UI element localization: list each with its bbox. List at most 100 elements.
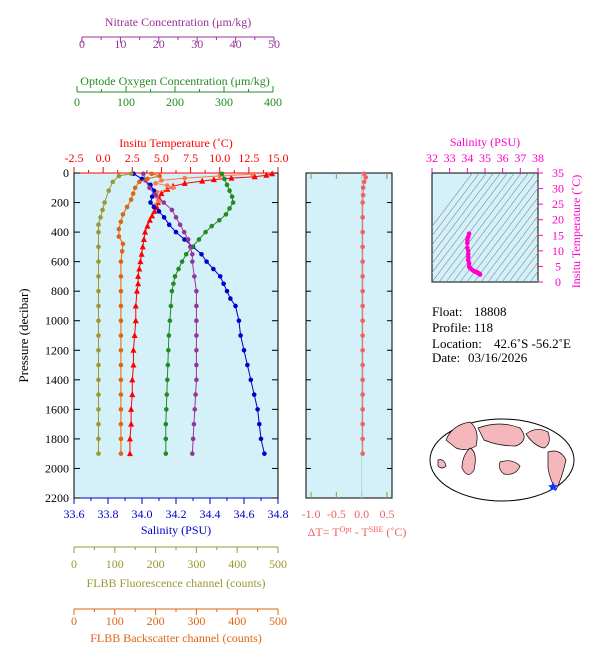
fluorescence-point [96, 362, 101, 368]
backscatter-tick-label: 500 [269, 614, 287, 628]
info-date-value: 03/16/2026 [468, 350, 528, 365]
backscatter-point [118, 259, 124, 264]
ts-density-contour [432, 173, 487, 246]
oxygen-point [217, 217, 222, 223]
ts-temperature-tick-label: 15 [552, 228, 564, 242]
fluorescence-point [116, 173, 122, 179]
dt-point [360, 347, 365, 353]
pressure-tick-label: 600 [51, 255, 69, 269]
ts-temperature-tick-label: 0 [555, 275, 561, 289]
salinity-point [182, 237, 187, 242]
fluorescence-point [96, 347, 101, 353]
pressure-axis-label: Pressure (decibar) [16, 288, 31, 382]
backscatter-point [118, 347, 124, 353]
backscatter-point [119, 248, 125, 254]
temperature-tick-label: 10.0 [209, 151, 230, 165]
ts-density-contour [445, 173, 529, 282]
fluorescence-point [96, 407, 101, 412]
fluorescence-point [102, 200, 107, 205]
oxygen-point [227, 188, 232, 194]
nitrate-axis-label: Nitrate Concentration (μm/kg) [105, 15, 251, 29]
backscatter-point [120, 241, 126, 247]
ptemp_raw-point [182, 175, 188, 181]
fluorescence-point [96, 436, 101, 442]
ts-density-contour [452, 173, 536, 282]
backscatter-point [116, 234, 122, 239]
oxygen-point [164, 407, 169, 412]
oxygen-point [164, 392, 170, 397]
pressure-tick-label: 1000 [45, 314, 69, 328]
profile-plot-area [73, 172, 279, 499]
pressure-tick-label: 400 [51, 225, 69, 239]
backscatter-point [118, 407, 124, 412]
backscatter-point [118, 219, 124, 225]
world-map-landmass [445, 421, 478, 450]
temperature-point [130, 361, 137, 368]
dt-point [360, 421, 365, 427]
backscatter-point [118, 318, 124, 324]
oxygen-point [229, 194, 235, 199]
nitrate-point [190, 451, 195, 456]
salinity-point [224, 288, 230, 294]
dt-label-part: - T [352, 525, 370, 539]
fluorescence-point [96, 421, 101, 427]
dt-point [360, 259, 365, 264]
ts-salinity-tick-label: 34 [461, 151, 473, 165]
salinity-point [238, 333, 243, 338]
temperature-point [136, 265, 143, 272]
salinity-point [262, 451, 267, 456]
fluorescence-point [96, 318, 101, 324]
info-float-value: 18808 [474, 304, 507, 319]
dt-point [360, 392, 365, 397]
ts-density-contour [432, 173, 508, 274]
ts-density-contour [459, 178, 538, 282]
fluorescence-point [100, 207, 105, 213]
temperature-point [144, 222, 151, 229]
salinity-point [221, 281, 226, 287]
world-map-landmass [437, 459, 447, 469]
info-location-value: 42.6˚S -56.2˚E [494, 336, 571, 351]
temperature-tick-label: 15.0 [268, 151, 289, 165]
oxygen-point [169, 288, 175, 294]
fluorescence-point [96, 288, 101, 294]
salinity-point [233, 303, 238, 309]
nitrate-tick-label: 30 [191, 37, 203, 51]
info-float-label: Float: [432, 304, 462, 319]
ts-density-contour [432, 173, 501, 264]
backscatter-tick-label: 100 [106, 614, 124, 628]
temperature-point [129, 391, 136, 398]
ts-temperature-tick-label: 10 [552, 244, 564, 258]
pressure-tick-label: 0 [63, 166, 69, 180]
ts-point [465, 240, 470, 246]
ts-density-contour [522, 261, 538, 282]
salinity-point [241, 347, 247, 353]
salinity-tick-label: 34.0 [132, 507, 153, 521]
oxygen-point [163, 421, 169, 427]
info-profile-value: 118 [474, 320, 493, 335]
oxygen-tick-label: 200 [166, 95, 184, 109]
oxygen-point [219, 171, 225, 177]
pressure-tick-label: 200 [51, 196, 69, 210]
dt-label-part: SBE [369, 525, 384, 534]
salinity-tick-label: 33.8 [98, 507, 119, 521]
temperature-point [139, 243, 146, 250]
ts-salinity-tick-label: 33 [444, 151, 456, 165]
backscatter-point [132, 185, 138, 191]
temperature-tick-label: -2.5 [65, 151, 84, 165]
temperature-point [149, 212, 156, 219]
ts-temperature-tick-label: 5 [555, 259, 561, 273]
salinity-point [258, 436, 264, 442]
ts-density-contour [432, 173, 494, 255]
backscatter-axis-label: FLBB Backscatter channel (counts) [90, 631, 262, 645]
ptemp_raw-point [170, 185, 176, 191]
ts-salinity-axis-label: Salinity (PSU) [450, 135, 520, 149]
oxygen-point [168, 303, 174, 309]
salinity-tick-label: 34.4 [200, 507, 221, 521]
backscatter-tick-label: 400 [228, 614, 246, 628]
oxygen-tick-label: 400 [264, 95, 282, 109]
dt-point [360, 185, 366, 191]
salinity-point [228, 296, 233, 301]
nitrate-point [194, 288, 199, 294]
temperature-point [138, 250, 145, 257]
salinity-axis-label: Salinity (PSU) [141, 523, 211, 537]
